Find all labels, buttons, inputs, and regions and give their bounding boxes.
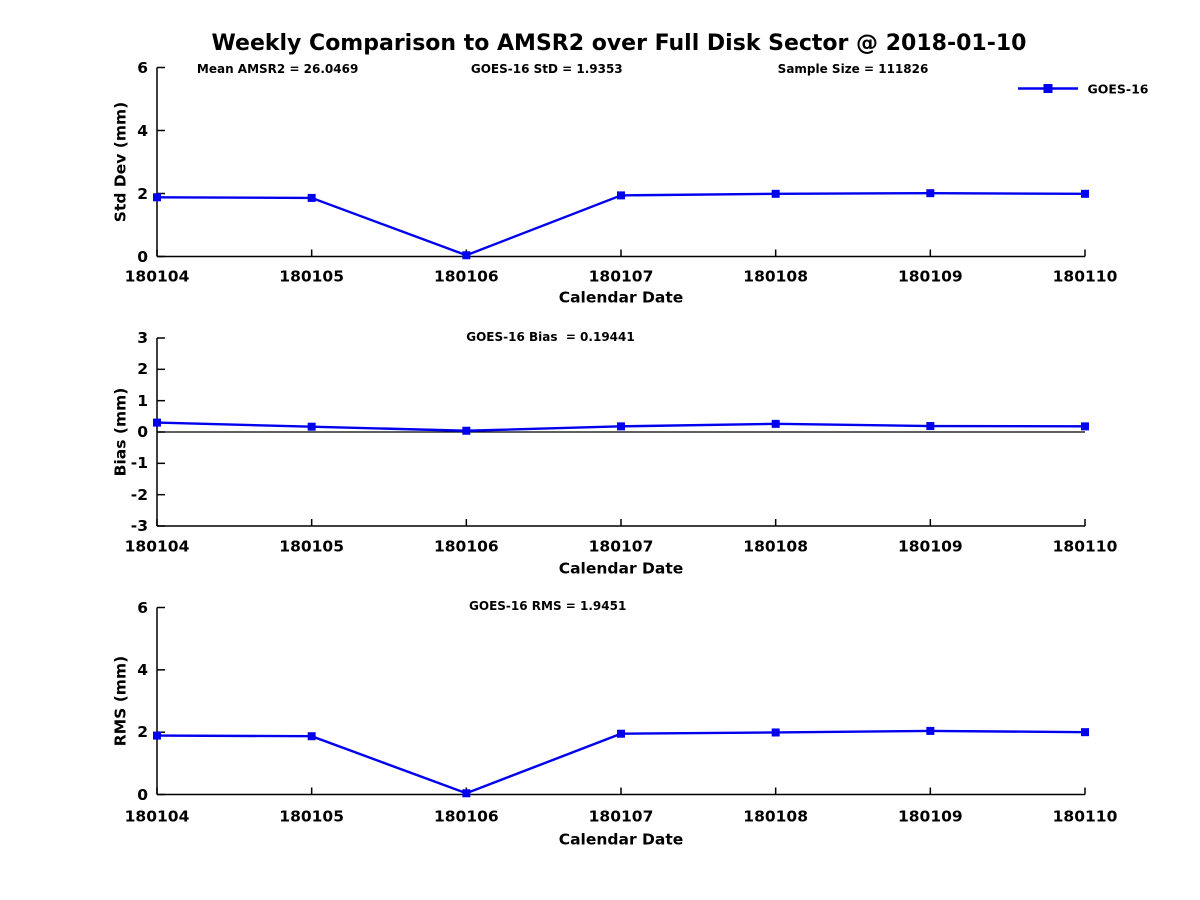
data-marker	[617, 191, 625, 200]
x-tick-label: 180108	[743, 267, 809, 286]
y-tick-label: 2	[137, 360, 148, 379]
x-tick-label: 180105	[279, 267, 345, 286]
data-marker	[926, 726, 935, 735]
x-tick-label: 180105	[279, 537, 345, 556]
x-tick-label: 180108	[743, 537, 809, 556]
data-marker	[771, 728, 780, 737]
x-tick-label: 180104	[124, 807, 190, 826]
y-tick-label: 0	[137, 247, 148, 266]
annotation-text: GOES-16 Bias = 0.19441	[466, 329, 635, 344]
data-marker	[1081, 422, 1089, 431]
y-axis-title: RMS (mm)	[111, 655, 130, 747]
data-marker	[307, 422, 316, 431]
y-axis-title: Std Dev (mm)	[111, 101, 130, 223]
x-tick-label: 180107	[588, 267, 654, 286]
x-tick-label: 180110	[1052, 537, 1118, 556]
x-tick-label: 180104	[124, 537, 190, 556]
data-marker	[462, 251, 471, 260]
data-line	[156, 729, 1086, 795]
data-marker	[771, 189, 780, 198]
chart-title: Weekly Comparison to AMSR2 over Full Dis…	[211, 30, 1027, 56]
y-tick-label: 1	[137, 391, 148, 410]
annotation-text: Mean AMSR2 = 26.0469	[196, 61, 359, 76]
legend-label: GOES-16	[1087, 81, 1149, 96]
data-marker	[617, 729, 625, 738]
x-tick-label: 180107	[588, 807, 654, 826]
y-tick-label: 0	[137, 423, 148, 441]
x-tick-label: 180110	[1052, 807, 1118, 826]
x-axis-title: Calendar Date	[558, 830, 684, 849]
x-tick-label: 180106	[433, 537, 499, 556]
x-tick-label: 180107	[588, 537, 654, 556]
data-marker	[1081, 728, 1089, 737]
data-line	[156, 191, 1086, 257]
x-axis-title: Calendar Date	[558, 288, 684, 307]
annotation-text: Sample Size = 111826	[777, 61, 929, 76]
x-tick-label: 180110	[1052, 267, 1118, 286]
y-tick-label: 6	[137, 598, 148, 617]
data-marker	[462, 789, 471, 798]
data-marker	[617, 422, 625, 431]
y-tick-label: 0	[137, 785, 148, 804]
annotation-text: GOES-16 StD = 1.9353	[470, 61, 623, 76]
y-tick-label: -2	[130, 485, 148, 504]
y-tick-label: 2	[137, 723, 148, 742]
x-tick-label: 180109	[897, 807, 963, 826]
data-marker	[771, 419, 780, 428]
x-tick-label: 180109	[897, 267, 963, 286]
y-tick-label: 6	[137, 58, 148, 77]
y-axis-title: Bias (mm)	[111, 387, 130, 477]
y-tick-label: 3	[137, 329, 148, 347]
x-tick-label: 180106	[433, 267, 499, 286]
data-marker	[1081, 189, 1089, 198]
x-tick-label: 180106	[433, 807, 499, 826]
y-tick-label: 4	[137, 660, 148, 679]
y-tick-label: 4	[137, 121, 148, 140]
data-marker	[307, 732, 316, 741]
x-tick-label: 180108	[743, 807, 809, 826]
data-marker	[926, 422, 935, 431]
data-marker	[462, 426, 471, 435]
x-tick-label: 180109	[897, 537, 963, 556]
data-marker	[153, 193, 161, 202]
x-axis-title: Calendar Date	[558, 559, 684, 578]
data-marker	[307, 193, 316, 202]
data-marker	[926, 189, 935, 198]
x-tick-label: 180105	[279, 807, 345, 826]
legend-marker	[1043, 84, 1053, 93]
y-tick-label: -3	[130, 517, 148, 535]
data-marker	[153, 418, 161, 427]
y-tick-label: -1	[130, 454, 148, 473]
data-marker	[153, 731, 161, 740]
y-tick-label: 2	[137, 184, 148, 203]
x-tick-label: 180104	[124, 267, 190, 286]
annotation-text: GOES-16 RMS = 1.9451	[469, 598, 627, 613]
